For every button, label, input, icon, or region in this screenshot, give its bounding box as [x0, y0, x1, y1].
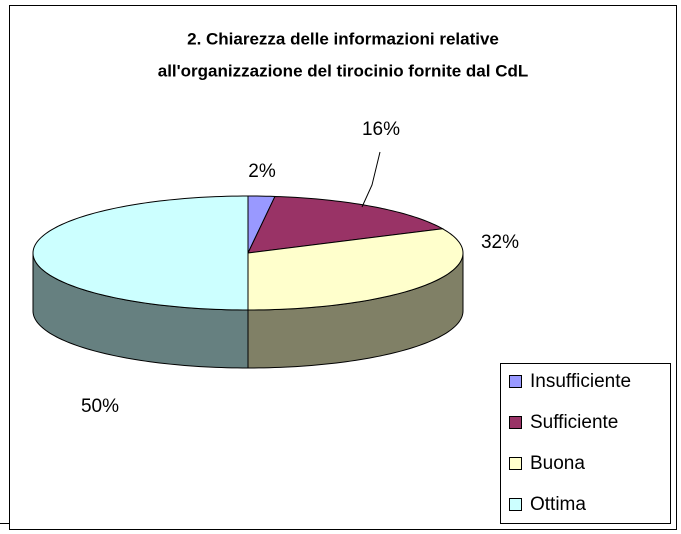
legend-swatch — [509, 498, 522, 511]
legend-label: Insufficiente — [530, 371, 631, 392]
legend-label: Sufficiente — [530, 412, 618, 433]
legend — [500, 363, 671, 524]
legend-label: Ottima — [530, 494, 586, 515]
data-label: 2% — [248, 161, 276, 182]
pie — [32, 195, 464, 369]
leader-line — [361, 151, 381, 208]
data-label: 16% — [362, 119, 400, 140]
legend-swatch — [509, 416, 522, 429]
legend-label: Buona — [530, 453, 585, 474]
chart-title: all'organizzazione del tirocinio fornite… — [158, 61, 529, 80]
data-label: 32% — [481, 232, 519, 253]
slice — [32, 195, 249, 311]
slice — [247, 195, 445, 254]
slice — [247, 228, 464, 311]
legend-swatch — [509, 457, 522, 470]
data-label: 50% — [81, 396, 119, 417]
legend-swatch — [509, 375, 522, 388]
chart-title: 2. Chiarezza delle informazioni relative — [187, 29, 499, 48]
